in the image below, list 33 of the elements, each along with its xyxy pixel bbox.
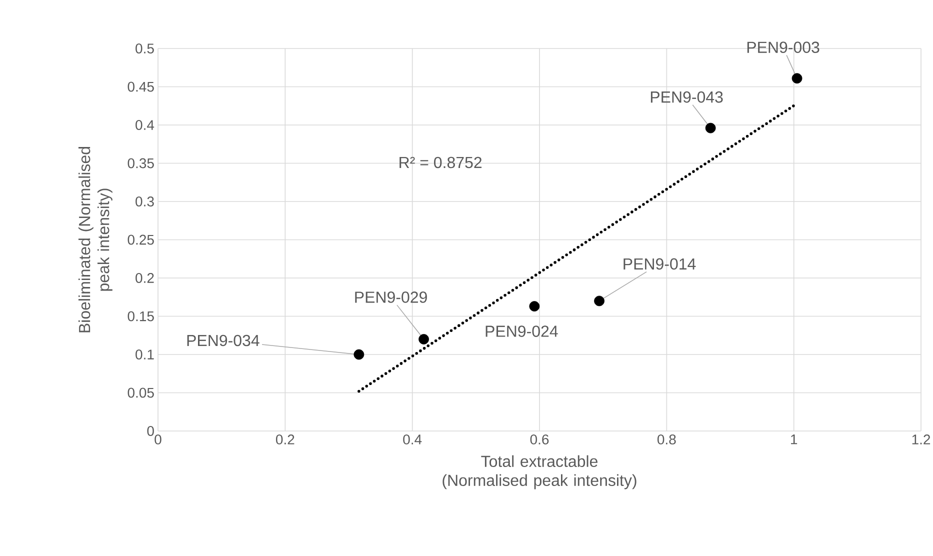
annotation: PEN9-024	[486, 326, 558, 337]
point	[792, 73, 802, 84]
y-axis-title: Bioeliminated (Normalised peak intensity)	[78, 147, 112, 332]
annotation: PEN9-014	[624, 258, 696, 270]
point	[529, 301, 540, 312]
y-tick-label: 0.45	[128, 82, 154, 92]
annotation: PEN9-034	[187, 334, 260, 346]
annotation: PEN9-029	[355, 292, 427, 303]
y-tick-label: 0	[147, 426, 154, 436]
x-axis-title: Total extractable (Normalised peak intensity)	[442, 455, 636, 490]
x-tick-label: 0	[154, 434, 162, 444]
y-tick-label: 0.35	[128, 158, 154, 168]
annotation: R² = 0.8752	[400, 156, 482, 168]
point	[418, 334, 429, 344]
y-tick-label: 0.05	[128, 388, 154, 398]
y-tick-label: 0.2	[136, 273, 154, 283]
x-tick-label: 1	[791, 434, 798, 444]
y-tick-label: 0.25	[128, 234, 154, 245]
annotation: PEN9-003	[747, 42, 820, 53]
point	[354, 349, 364, 360]
annotation: PEN9-043	[650, 91, 723, 103]
point	[705, 122, 716, 134]
y-tick-label: 0.3	[136, 196, 154, 206]
y-tick-label: 0.1	[136, 350, 154, 360]
point	[594, 296, 604, 306]
x-tick-label: 0.2	[276, 434, 294, 444]
y-tick-label: 0.15	[128, 311, 154, 322]
y-tick-label: 0.4	[136, 120, 154, 130]
x-tick-label: 1.2	[912, 434, 930, 444]
y-tick-label: 0.5	[136, 44, 154, 54]
x-tick-label: 0.4	[403, 434, 422, 444]
x-tick-label: 0.6	[530, 434, 549, 444]
x-tick-label: 0.8	[657, 434, 676, 444]
